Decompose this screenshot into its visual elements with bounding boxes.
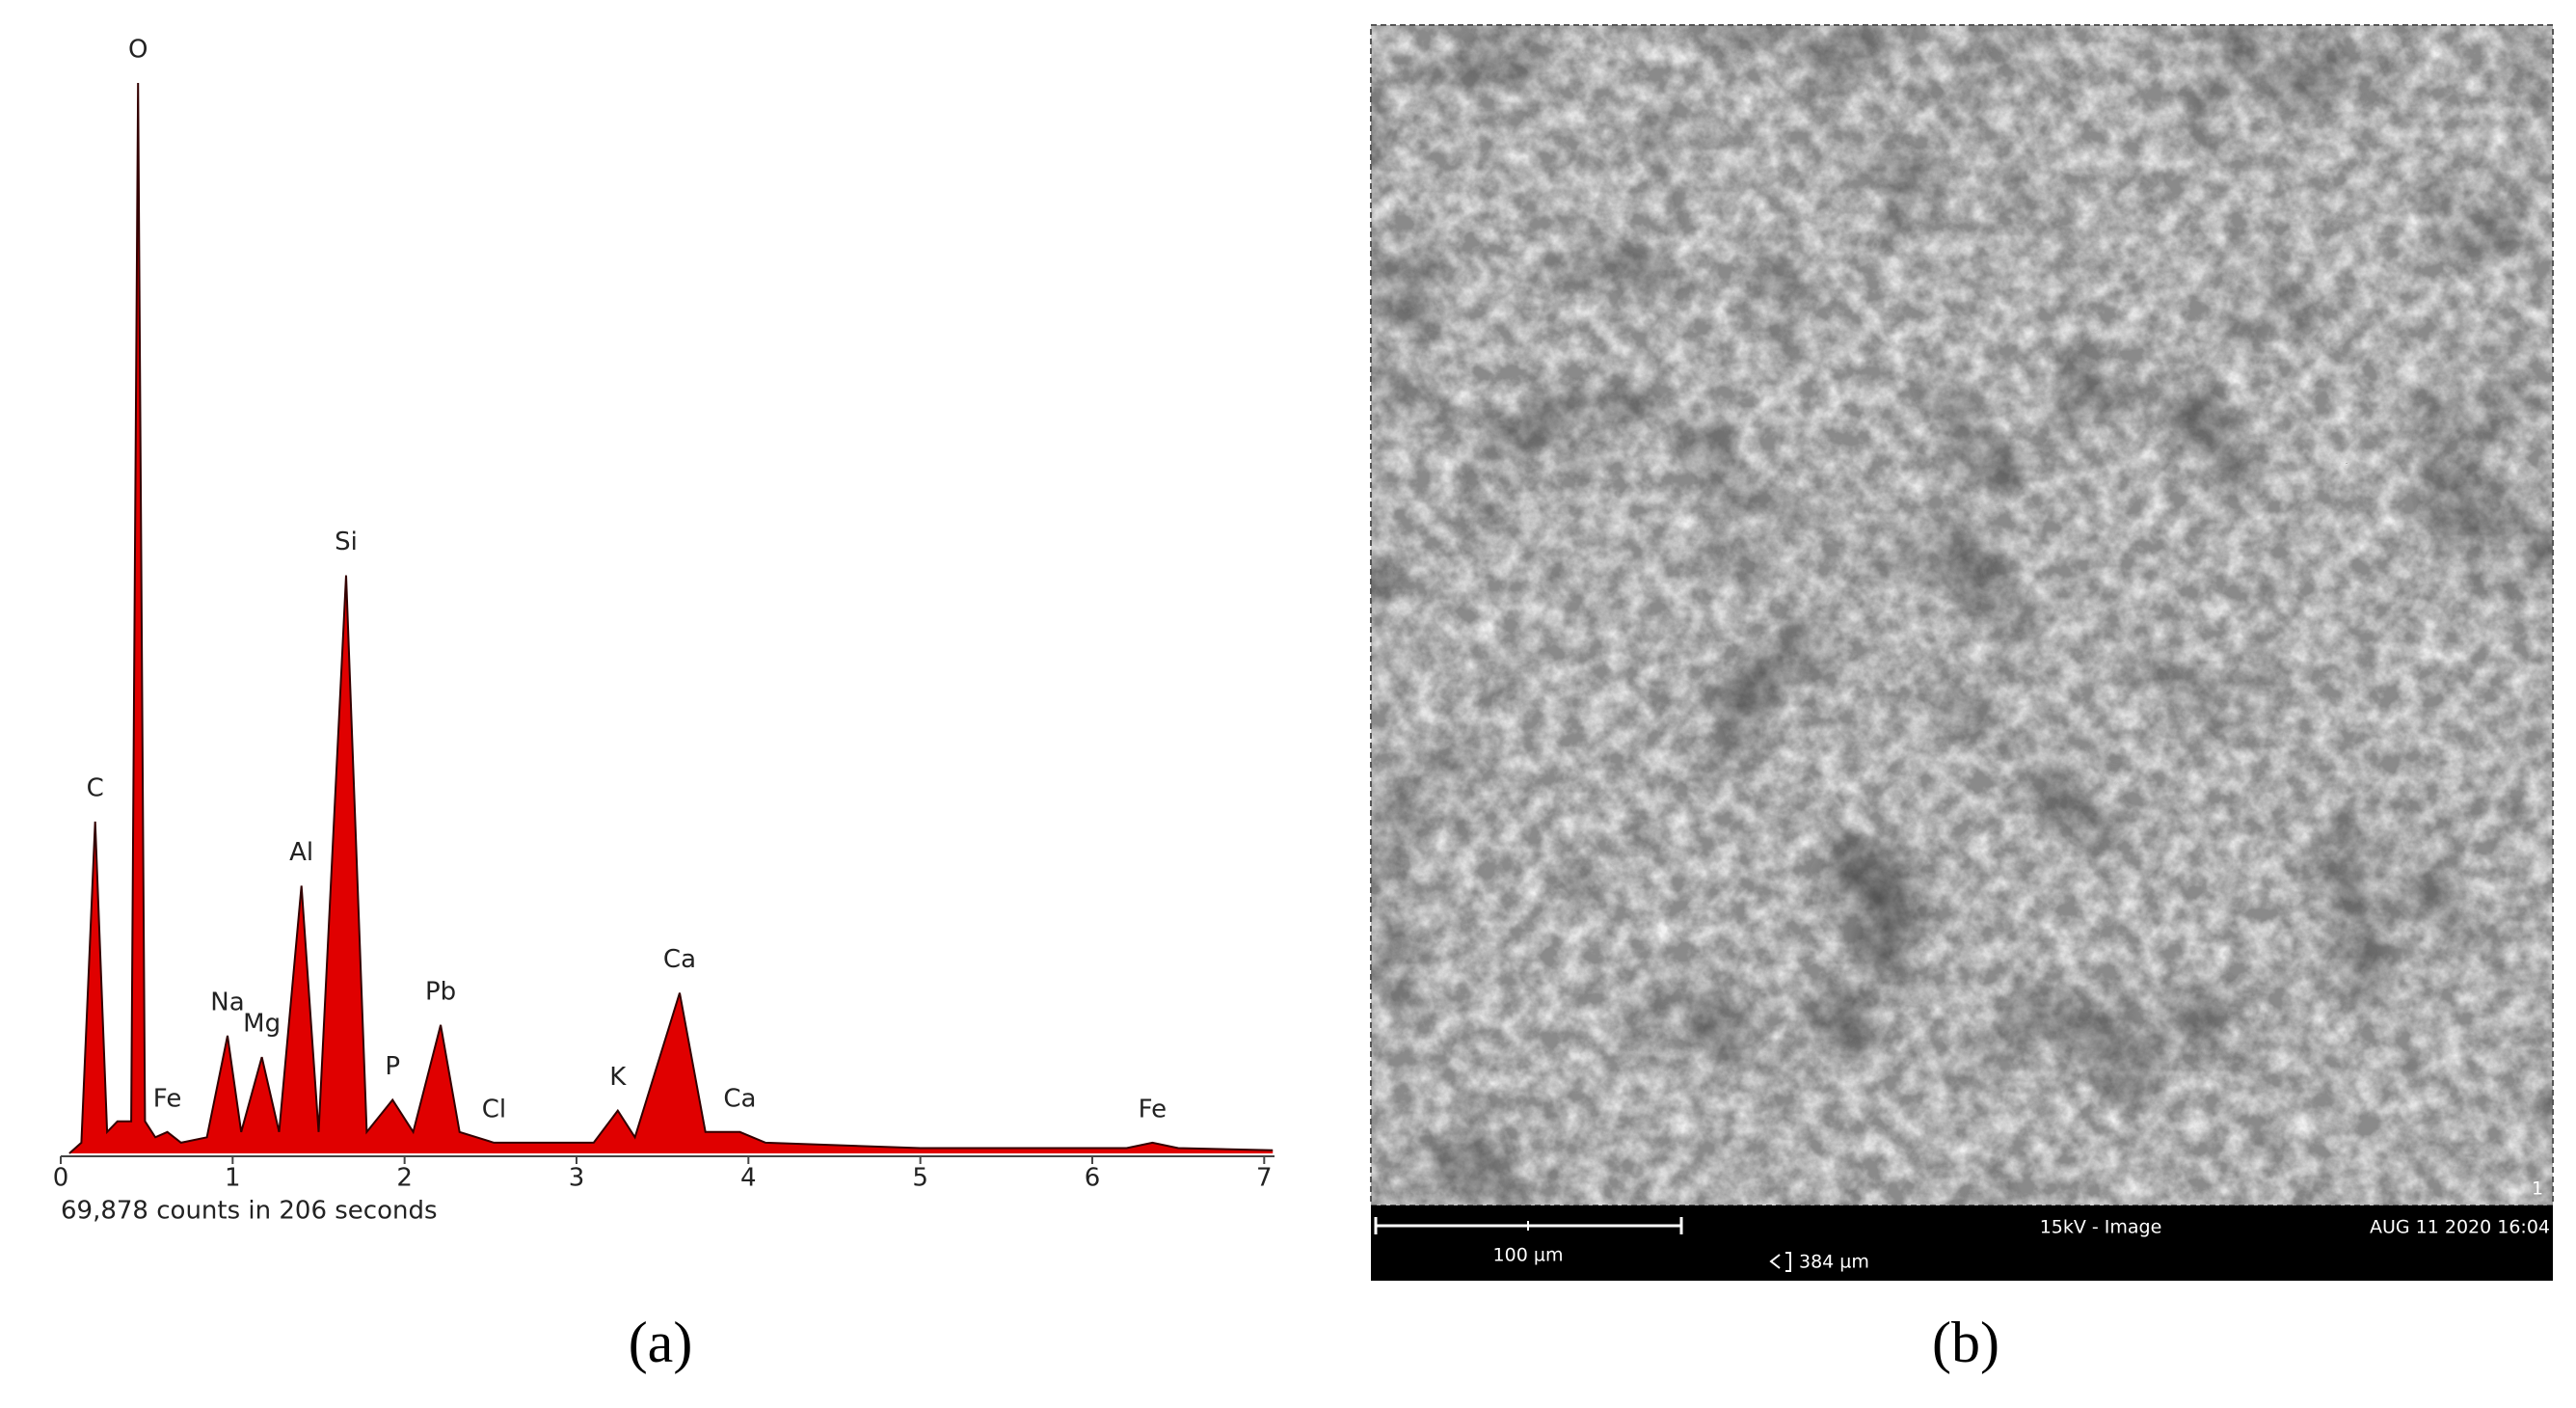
sem-field: 384 µm (1799, 1252, 1869, 1273)
x-tick-label: 3 (569, 1164, 585, 1193)
sem-date: AUG 11 2020 16:04 (2370, 1217, 2550, 1238)
spectrum-fill (68, 83, 1274, 1153)
sem-mode: 15kV - Image (2040, 1217, 2162, 1238)
peak-label: C (87, 773, 104, 802)
sem-index: 1 (2532, 1178, 2543, 1200)
x-tick-label: 5 (912, 1164, 928, 1193)
x-axis-label: 69,878 counts in 206 seconds (61, 1197, 438, 1226)
peak-label: P (385, 1052, 400, 1081)
peak-label: Ca (663, 945, 696, 974)
field-icon (1769, 1252, 1791, 1272)
peak-label: Mg (243, 1010, 281, 1039)
peak-label: Ca (723, 1084, 756, 1113)
peak-label: Pb (425, 977, 456, 1006)
peak-label: Fe (153, 1084, 182, 1113)
x-tick-label: 1 (225, 1164, 241, 1193)
panel-label: (b) (1932, 1311, 1999, 1374)
x-tick-label: 6 (1085, 1164, 1101, 1193)
x-tick-label: 0 (53, 1164, 69, 1193)
peak-label: K (609, 1063, 627, 1092)
peak-label: Si (335, 528, 358, 556)
x-tick-label: 4 (740, 1164, 757, 1193)
x-tick-label: 2 (396, 1164, 413, 1193)
spectrum (68, 82, 1274, 1154)
sem-shadows (1371, 25, 2553, 1205)
peak-label: Na (210, 988, 244, 1016)
peak-label: O (128, 36, 148, 65)
peak-label: Al (289, 838, 313, 867)
peak-label: Fe (1139, 1095, 1167, 1124)
x-tick-label: 7 (1256, 1164, 1273, 1193)
peak-label: Cl (482, 1095, 506, 1124)
sem-image: 100 µm 15kV - Image AUG 11 2020 16:04 38… (1370, 24, 2554, 1281)
panel-label: (a) (629, 1311, 693, 1374)
sem-info-bar (1371, 1205, 2553, 1281)
scale-bar-label: 100 µm (1493, 1245, 1564, 1266)
